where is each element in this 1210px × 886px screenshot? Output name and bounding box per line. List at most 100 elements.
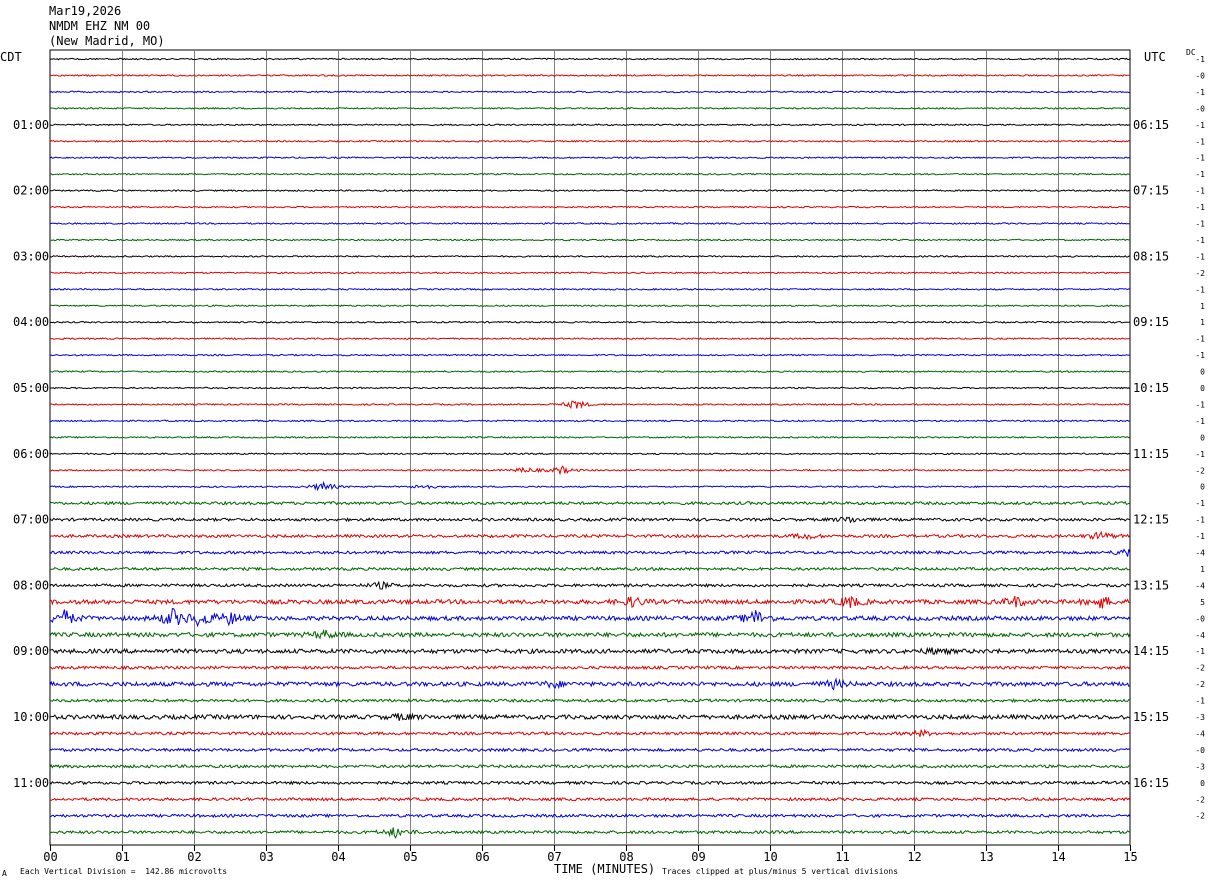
x-tick-label: 04 (331, 850, 345, 864)
x-tick-label: 00 (43, 850, 57, 864)
x-tick-label: 07 (547, 850, 561, 864)
x-tick-label: 11 (835, 850, 849, 864)
station-label: NMDM EHZ NM 00 (49, 19, 151, 33)
left-hour-label: 06:00 (13, 447, 49, 461)
trace-row (49, 139, 1131, 143)
dc-offset-label: -1 (1195, 252, 1205, 261)
dc-offset-label: 0 (1200, 384, 1205, 393)
dc-offset-label: -2 (1195, 795, 1205, 804)
scale-text: Each Vertical Division = 142.86 microvol… (20, 867, 228, 876)
dc-offset-label: -1 (1195, 516, 1205, 525)
right-hour-label: 07:15 (1133, 184, 1169, 198)
trace-row (49, 595, 1130, 609)
left-hour-label: 04:00 (13, 315, 49, 329)
scale-mark: A (2, 869, 7, 878)
x-tick-label: 08 (619, 850, 633, 864)
dc-offset-label: -4 (1195, 549, 1205, 558)
trace-row (49, 747, 1131, 753)
right-hour-label: 06:15 (1133, 118, 1169, 132)
dc-offset-label: -1 (1195, 697, 1205, 706)
x-tick-label: 06 (475, 850, 489, 864)
trace-row (49, 665, 1131, 671)
trace-row (49, 566, 1131, 572)
trace-row (49, 516, 1130, 524)
dc-offset-label: 0 (1200, 433, 1205, 442)
trace-row (49, 74, 1131, 77)
dc-offset-label: -3 (1195, 762, 1205, 771)
trace-row (49, 238, 1131, 242)
dc-offset-label: -1 (1195, 647, 1205, 656)
trace-row (49, 813, 1131, 819)
right-hour-label: 12:15 (1133, 513, 1169, 527)
dc-offset-label: -2 (1195, 680, 1205, 689)
dc-offset-label: -2 (1195, 466, 1205, 475)
trace-row (49, 827, 1131, 839)
dc-offset-label: 0 (1200, 779, 1205, 788)
trace-row (49, 465, 1131, 476)
left-timezone-label: CDT (0, 50, 22, 64)
left-hour-label: 09:00 (13, 644, 49, 658)
right-hour-label: 10:15 (1133, 381, 1169, 395)
trace-row (49, 106, 1131, 110)
dc-offset-label: -3 (1195, 713, 1205, 722)
trace-row (49, 452, 1131, 456)
right-timezone-label: UTC (1144, 50, 1166, 64)
trace-row (49, 370, 1131, 373)
dc-offset-label: -1 (1195, 417, 1205, 426)
trace-row (49, 419, 1131, 423)
dc-offset-label: 0 (1200, 483, 1205, 492)
dc-offset-label: 1 (1200, 302, 1205, 311)
x-tick-label: 13 (979, 850, 993, 864)
x-tick-label: 05 (403, 850, 417, 864)
trace-row (50, 123, 1131, 127)
trace-row (49, 189, 1131, 193)
trace-row (49, 677, 1131, 691)
trace-row (49, 205, 1131, 209)
trace-row (49, 548, 1131, 557)
dc-offset-label: 1 (1200, 565, 1205, 574)
trace-row (49, 646, 1131, 656)
x-tick-label: 01 (115, 850, 129, 864)
trace-row (50, 172, 1131, 176)
trace-row (49, 287, 1131, 291)
dc-offset-label: -1 (1195, 351, 1205, 360)
dc-offset-label: -1 (1195, 400, 1205, 409)
left-hour-label: 11:00 (13, 776, 49, 790)
left-hour-label: 05:00 (13, 381, 49, 395)
dc-offset-label: -1 (1195, 335, 1205, 344)
date-label: Mar19,2026 (49, 4, 122, 18)
trace-row (49, 435, 1131, 439)
dc-label: DC (1186, 48, 1196, 57)
trace-row (49, 697, 1131, 704)
dc-offset-label: -4 (1195, 631, 1205, 640)
dc-offset-label: -1 (1195, 532, 1205, 541)
trace-row (49, 156, 1131, 160)
trace-row (49, 222, 1131, 225)
trace-row (49, 57, 1131, 61)
clip-text: Traces clipped at plus/minus 5 vertical … (662, 867, 899, 876)
plot-frame (49, 49, 1131, 846)
trace-row (49, 90, 1131, 94)
left-hour-label: 08:00 (13, 578, 49, 592)
dc-offset-label: -2 (1195, 269, 1205, 278)
trace-row (49, 337, 1131, 341)
trace-row (49, 530, 1131, 541)
trace-row (49, 500, 1131, 506)
trace-row (49, 480, 1131, 492)
trace-row (49, 353, 1131, 357)
right-hour-label: 09:15 (1133, 315, 1169, 329)
dc-offset-label: -0 (1195, 746, 1205, 755)
dc-offset-label: -0 (1195, 71, 1205, 80)
trace-row (49, 304, 1131, 308)
x-tick-label: 14 (1051, 850, 1065, 864)
trace-row (49, 763, 1131, 769)
dc-offset-label: -1 (1195, 88, 1205, 97)
trace-row (49, 728, 1131, 737)
trace-row (49, 780, 1131, 786)
left-hour-label: 03:00 (13, 249, 49, 263)
dc-offset-label: -2 (1195, 812, 1205, 821)
dc-offset-label: 1 (1200, 318, 1205, 327)
dc-offset-label: -1 (1195, 55, 1205, 64)
right-hour-label: 14:15 (1133, 644, 1169, 658)
